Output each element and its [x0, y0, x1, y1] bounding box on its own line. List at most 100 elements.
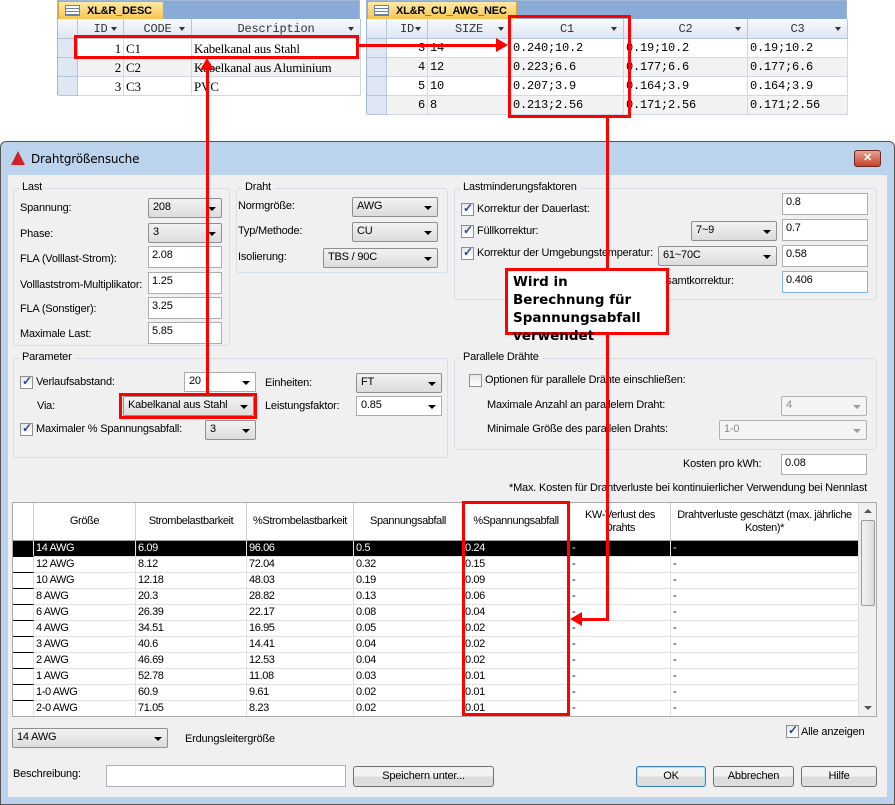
grid-cell[interactable]: 12 AWG — [34, 557, 136, 573]
column-header[interactable]: C3 — [748, 19, 848, 39]
chevron-down-icon[interactable] — [111, 27, 117, 31]
grid-cell[interactable]: 2-0 AWG — [34, 701, 136, 716]
grid-cell[interactable]: - — [570, 685, 671, 701]
column-header[interactable]: C2 — [624, 19, 748, 39]
grid-cell[interactable]: 1 AWG — [34, 669, 136, 685]
grid-cell[interactable]: 2 AWG — [34, 653, 136, 669]
grid-cell[interactable]: - — [671, 621, 859, 637]
column-header[interactable]: %Spannungsabfall — [463, 503, 570, 541]
chevron-down-icon[interactable] — [348, 27, 354, 31]
grid-cell[interactable]: 0.03 — [354, 669, 463, 685]
select-all-corner[interactable] — [58, 19, 78, 39]
help-button[interactable]: Hilfe — [801, 766, 877, 787]
verlauf-checkbox[interactable] — [20, 374, 33, 389]
grid-cell[interactable]: - — [570, 557, 671, 573]
grid-cell[interactable]: - — [570, 637, 671, 653]
spannung-select[interactable]: 208 — [148, 198, 222, 218]
grid-cell[interactable]: 14 AWG — [34, 541, 136, 557]
grid-cell[interactable]: 8.12 — [136, 557, 247, 573]
column-header[interactable]: Strombelastbarkeit — [136, 503, 247, 541]
grid-cell[interactable]: 40.6 — [136, 637, 247, 653]
grid-cell[interactable]: - — [671, 637, 859, 653]
grid-cell[interactable]: - — [671, 701, 859, 716]
grid-cell[interactable]: 14.41 — [247, 637, 354, 653]
fuell-checkbox[interactable] — [461, 223, 474, 238]
grid-cell[interactable]: 34.51 — [136, 621, 247, 637]
grid-cell[interactable]: - — [570, 669, 671, 685]
row-header[interactable] — [13, 701, 34, 716]
grid-cell[interactable]: - — [570, 701, 671, 716]
grid-cell[interactable]: 10 AWG — [34, 573, 136, 589]
row-header[interactable] — [13, 637, 34, 653]
cancel-button[interactable]: Abbrechen — [713, 766, 794, 787]
row-header[interactable] — [13, 557, 34, 573]
row-selector[interactable] — [58, 77, 78, 96]
einheiten-select[interactable]: FT — [356, 373, 442, 393]
grid-cell[interactable]: - — [671, 589, 859, 605]
scroll-up-icon[interactable] — [864, 509, 872, 513]
dauer-input[interactable]: 0.8 — [782, 193, 868, 215]
grid-cell[interactable]: 22.17 — [247, 605, 354, 621]
grid-cell[interactable]: 0.02 — [354, 701, 463, 716]
scroll-down-icon[interactable] — [864, 706, 872, 710]
grid-cell[interactable]: 26.39 — [136, 605, 247, 621]
phase-select[interactable]: 3 — [148, 223, 222, 243]
grid-cell[interactable]: 12.18 — [136, 573, 247, 589]
ok-button[interactable]: OK — [636, 766, 706, 787]
column-header[interactable]: %Strombelastbarkeit — [247, 503, 354, 541]
grid-cell[interactable]: 28.82 — [247, 589, 354, 605]
grid-cell[interactable]: - — [570, 573, 671, 589]
beschreibung-input[interactable] — [106, 765, 346, 787]
grid-cell[interactable]: 20.3 — [136, 589, 247, 605]
dauer-checkbox[interactable] — [461, 201, 474, 216]
grid-cell[interactable]: 6 AWG — [34, 605, 136, 621]
grid-cell[interactable]: 4 AWG — [34, 621, 136, 637]
temp-input[interactable]: 0.58 — [782, 245, 868, 267]
column-header[interactable]: Spannungsabfall — [354, 503, 463, 541]
via-select[interactable]: Kabelkanal aus Stahl — [123, 396, 254, 416]
close-button[interactable]: ✕ — [854, 150, 881, 167]
grid-cell[interactable]: - — [671, 557, 859, 573]
verlauf-combo[interactable]: 20 — [184, 372, 256, 392]
temp-checkbox[interactable] — [461, 245, 474, 260]
row-header[interactable] — [13, 653, 34, 669]
column-header[interactable]: Größe — [34, 503, 136, 541]
grid-cell[interactable]: 71.05 — [136, 701, 247, 716]
iso-select[interactable]: TBS / 90C — [323, 248, 438, 268]
grid-cell[interactable]: 0.5 — [354, 541, 463, 557]
lf-combo[interactable]: 0.85 — [356, 396, 442, 416]
grid-cell[interactable]: 16.95 — [247, 621, 354, 637]
grid-cell[interactable]: 11.08 — [247, 669, 354, 685]
tab-desc-table[interactable]: XL&R_DESC — [58, 1, 164, 19]
gesamt-input[interactable]: 0.406 — [782, 271, 868, 293]
grid-cell[interactable]: 60.9 — [136, 685, 247, 701]
chevron-down-icon[interactable] — [735, 27, 741, 31]
grid-cell[interactable]: - — [671, 685, 859, 701]
row-header[interactable] — [13, 685, 34, 701]
grid-cell[interactable]: - — [671, 669, 859, 685]
grid-cell[interactable]: 96.06 — [247, 541, 354, 557]
row-header[interactable] — [13, 589, 34, 605]
grid-cell[interactable]: 8.23 — [247, 701, 354, 716]
maxsp-checkbox[interactable] — [20, 421, 33, 436]
grid-cell[interactable]: 46.69 — [136, 653, 247, 669]
grid-cell[interactable]: 0.19 — [354, 573, 463, 589]
chevron-down-icon[interactable] — [498, 27, 504, 31]
row-selector[interactable] — [58, 39, 78, 58]
parallel-max-select[interactable]: 4 — [781, 396, 867, 416]
grid-cell[interactable]: 0.04 — [354, 653, 463, 669]
grid-cell[interactable]: - — [570, 653, 671, 669]
grid-cell[interactable]: 0.05 — [354, 621, 463, 637]
grid-cell[interactable]: 1-0 AWG — [34, 685, 136, 701]
row-selector[interactable] — [58, 58, 78, 77]
max-last-input[interactable]: 5.85 — [148, 322, 222, 344]
grid-cell[interactable]: 0.32 — [354, 557, 463, 573]
grid-cell[interactable]: 9.61 — [247, 685, 354, 701]
grid-cell[interactable]: - — [570, 541, 671, 557]
grid-scrollbar[interactable] — [858, 503, 876, 716]
column-header[interactable]: Description — [192, 19, 361, 39]
column-header[interactable]: SIZE — [428, 19, 511, 39]
parallel-min-select[interactable]: 1-0 — [719, 420, 867, 440]
row-selector[interactable] — [367, 77, 387, 96]
maxsp-select[interactable]: 3 — [205, 420, 256, 440]
